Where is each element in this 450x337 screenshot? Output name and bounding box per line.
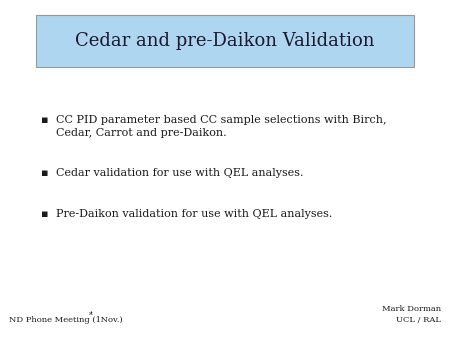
Text: st: st — [89, 311, 94, 316]
Text: ▪: ▪ — [40, 168, 48, 179]
Text: ▪: ▪ — [40, 115, 48, 125]
Text: CC PID parameter based CC sample selections with Birch,
Cedar, Carrot and pre-Da: CC PID parameter based CC sample selecti… — [56, 115, 387, 138]
Text: ND Phone Meeting (1: ND Phone Meeting (1 — [9, 315, 101, 324]
Text: UCL / RAL: UCL / RAL — [396, 315, 441, 324]
Text: Mark Dorman: Mark Dorman — [382, 305, 441, 313]
Text: Cedar validation for use with QEL analyses.: Cedar validation for use with QEL analys… — [56, 168, 304, 179]
Text: ▪: ▪ — [40, 209, 48, 219]
Text: Nov.): Nov.) — [98, 315, 123, 324]
FancyBboxPatch shape — [36, 15, 414, 67]
Text: Pre-Daikon validation for use with QEL analyses.: Pre-Daikon validation for use with QEL a… — [56, 209, 333, 219]
Text: Cedar and pre-Daikon Validation: Cedar and pre-Daikon Validation — [75, 32, 375, 50]
